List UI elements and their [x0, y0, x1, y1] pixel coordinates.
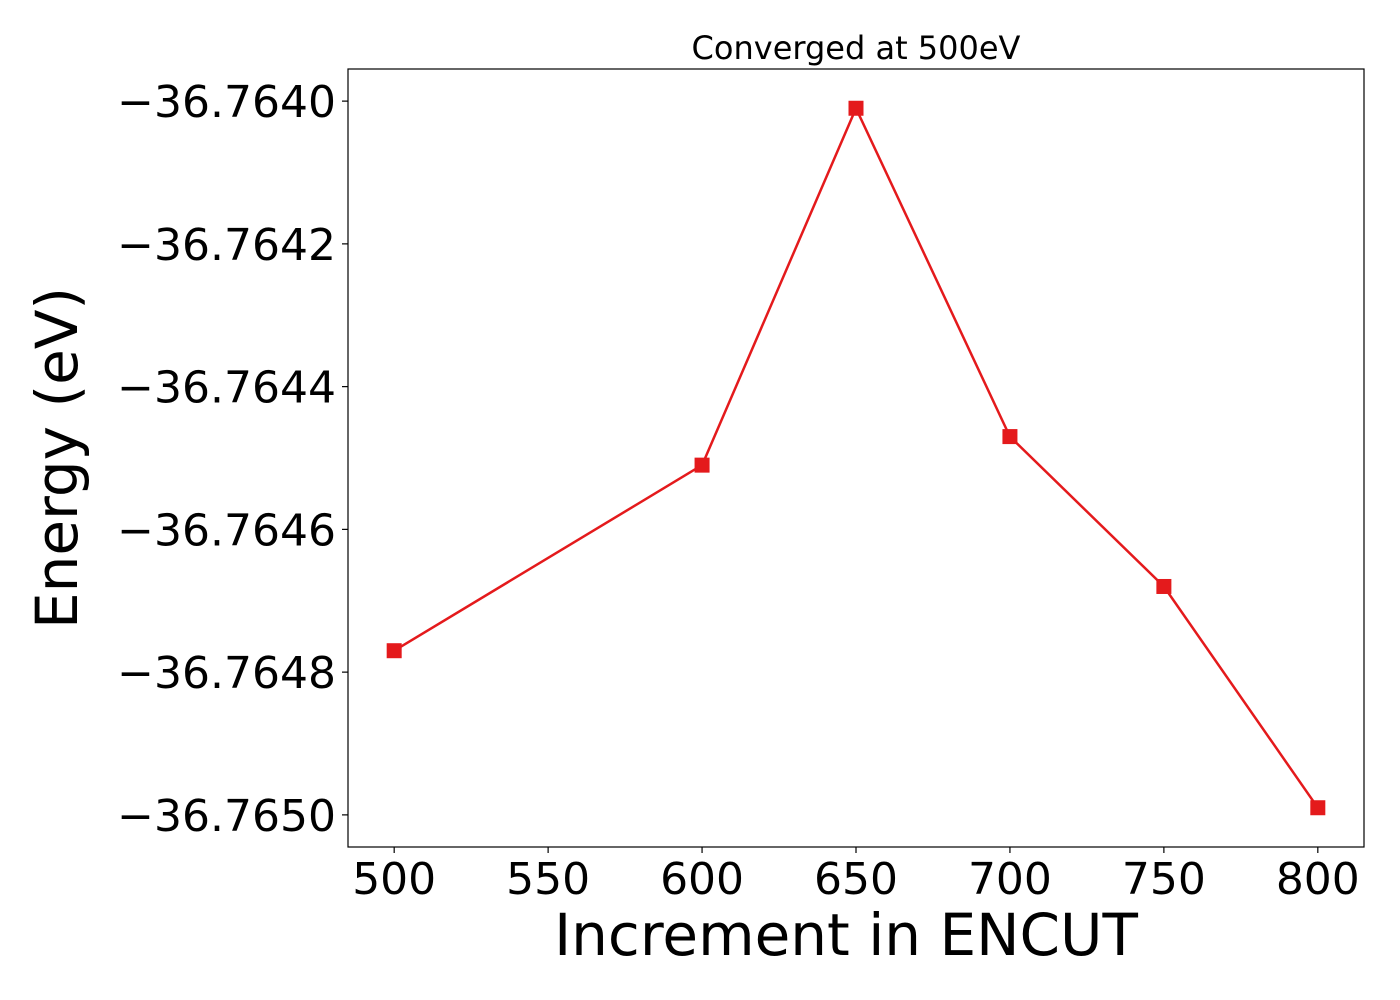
chart-title: Converged at 500eV — [692, 29, 1021, 67]
y-axis-title: Energy (eV) — [23, 287, 91, 629]
y-tick-label: −36.7648 — [117, 648, 336, 699]
data-point-marker — [1002, 429, 1018, 445]
y-axis-ticks: −36.7640 −36.7642 −36.7644 −36.7646 −36.7648… — [117, 77, 348, 842]
x-tick-label: 600 — [660, 854, 744, 905]
y-tick-label: −36.7646 — [117, 505, 336, 556]
x-axis-title: Increment in ENCUT — [554, 901, 1138, 969]
y-tick-label: −36.7642 — [117, 220, 336, 271]
series-layer — [386, 100, 1326, 816]
y-tick-label: −36.7640 — [117, 77, 336, 128]
x-tick-label: 700 — [968, 854, 1052, 905]
data-point-marker — [386, 643, 402, 659]
data-point-marker — [694, 457, 710, 473]
data-point-marker — [1310, 800, 1326, 816]
x-axis-ticks: 500 550 600 650 700 750 800 — [352, 847, 1360, 905]
x-tick-label: 500 — [352, 854, 436, 905]
y-tick-label: −36.7644 — [117, 363, 336, 414]
x-tick-label: 550 — [506, 854, 590, 905]
y-tick-label: −36.7650 — [117, 791, 336, 842]
x-tick-label: 750 — [1122, 854, 1206, 905]
data-point-marker — [848, 100, 864, 116]
series-line — [393, 107, 1319, 809]
data-point-marker — [1156, 578, 1172, 594]
x-tick-label: 800 — [1276, 854, 1360, 905]
x-tick-label: 650 — [814, 854, 898, 905]
